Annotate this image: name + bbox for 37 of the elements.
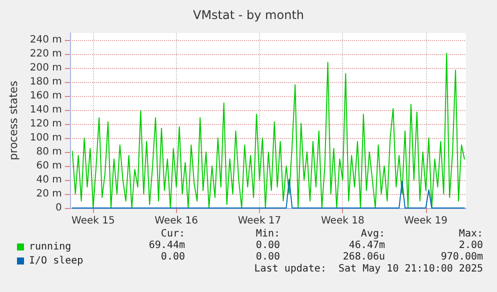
x-tick-label: Week 16 <box>154 216 198 226</box>
y-axis-title: process states <box>7 80 20 160</box>
chart-title: VMstat - by month <box>192 8 304 22</box>
text: 0.00 <box>256 240 280 251</box>
line-series <box>72 52 465 208</box>
text: Avg: <box>360 228 386 240</box>
x-tick-label: Week 18 <box>321 216 364 226</box>
legend-label: I/O sleep <box>29 256 84 266</box>
y-tick-label: 120 m <box>30 118 62 130</box>
text: 268.06u <box>342 252 386 262</box>
x-tick-label: Week 15 <box>72 216 115 226</box>
text: 0.00 <box>256 252 280 262</box>
y-tick-label: 20 m <box>36 188 62 200</box>
x-tick-label: Week 19 <box>404 216 448 226</box>
text: Max: <box>458 228 484 240</box>
x-tick-label: Week 17 <box>238 216 282 226</box>
text: 0.00 <box>160 252 186 262</box>
text: 2.00 <box>458 240 484 251</box>
text: Last update: Sat May 10 21:10:00 2025 <box>254 264 483 274</box>
y-tick-label: 200 m <box>30 62 62 74</box>
y-tick-label: 240 m <box>30 34 62 46</box>
text: 46.47m <box>348 240 385 251</box>
text: Cur: <box>160 228 186 240</box>
y-tick-label: 100 m <box>30 132 62 144</box>
y-tick-label: 80 m <box>36 146 62 158</box>
text: 970.00m <box>440 252 484 262</box>
y-tick-label: 0 <box>56 202 62 214</box>
text: Min: <box>256 228 280 240</box>
y-tick-label: 60 m <box>36 160 62 172</box>
legend-label: running <box>29 242 72 252</box>
text: 69.44m <box>148 240 185 251</box>
y-tick-label: 180 m <box>30 76 62 88</box>
y-tick-label: 220 m <box>30 48 62 60</box>
y-tick-label: 160 m <box>30 90 62 102</box>
y-tick-label: 140 m <box>30 104 62 116</box>
y-tick-label: 40 m <box>36 174 62 186</box>
line-series <box>72 178 465 208</box>
